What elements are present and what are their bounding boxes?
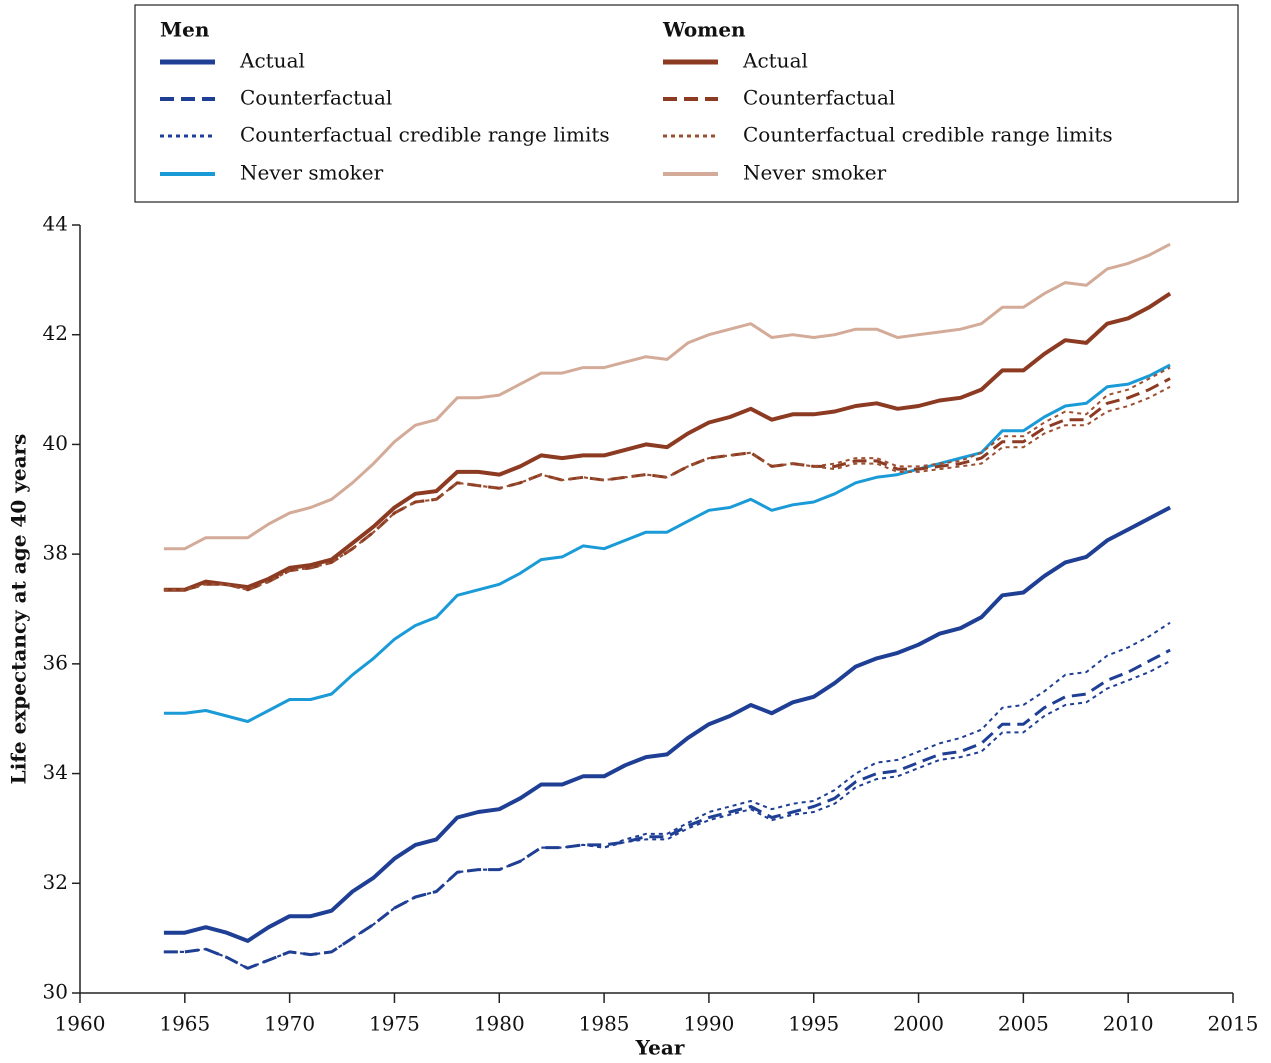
- x-tick-label: 1970: [264, 1012, 315, 1036]
- line-series: [163, 242, 1171, 551]
- line-series: [163, 505, 1172, 943]
- y-axis-label: Life expectancy at age 40 years: [7, 434, 31, 785]
- x-tick-label: 2015: [1208, 1012, 1259, 1036]
- line-series: [163, 291, 1172, 592]
- y-tick-label: 32: [43, 870, 68, 894]
- line-series: [163, 377, 1171, 592]
- legend-label: Counterfactual: [743, 86, 895, 110]
- x-tick-label: 1965: [159, 1012, 210, 1036]
- legend-label: Actual: [742, 49, 808, 73]
- x-tick-label: 1980: [474, 1012, 525, 1036]
- y-tick-label: 30: [43, 980, 68, 1004]
- line-series: [163, 385, 1171, 591]
- y-tick-label: 36: [43, 650, 68, 674]
- legend-box: [134, 4, 1239, 203]
- x-axis-label: Year: [635, 1036, 685, 1060]
- x-tick-label: 1960: [55, 1012, 106, 1036]
- x-tick-label: 1975: [369, 1012, 420, 1036]
- x-tick-label: 2005: [998, 1012, 1049, 1036]
- y-tick-label: 42: [43, 321, 68, 345]
- legend-label: Counterfactual: [240, 86, 392, 110]
- line-series: [163, 366, 1171, 591]
- x-tick-label: 1990: [683, 1012, 734, 1036]
- legend-group-title: Women: [662, 18, 746, 42]
- x-tick-label: 1985: [579, 1012, 630, 1036]
- legend-label: Actual: [239, 49, 305, 73]
- legend-label: Never smoker: [240, 161, 384, 185]
- y-tick-label: 34: [43, 760, 68, 784]
- legend-label: Counterfactual credible range limits: [240, 123, 610, 147]
- legend-label: Counterfactual credible range limits: [743, 123, 1113, 147]
- line-series: [163, 363, 1171, 723]
- y-tick-label: 40: [43, 431, 68, 455]
- x-tick-label: 2000: [893, 1012, 944, 1036]
- line-series: [163, 660, 1171, 970]
- x-tick-label: 2010: [1103, 1012, 1154, 1036]
- legend-group-title: Men: [160, 18, 210, 42]
- line-series: [163, 648, 1171, 970]
- y-tick-label: 44: [43, 212, 68, 236]
- x-tick-label: 1995: [788, 1012, 839, 1036]
- line-series: [163, 621, 1171, 970]
- y-tick-label: 38: [43, 541, 68, 565]
- legend-label: Never smoker: [743, 161, 887, 185]
